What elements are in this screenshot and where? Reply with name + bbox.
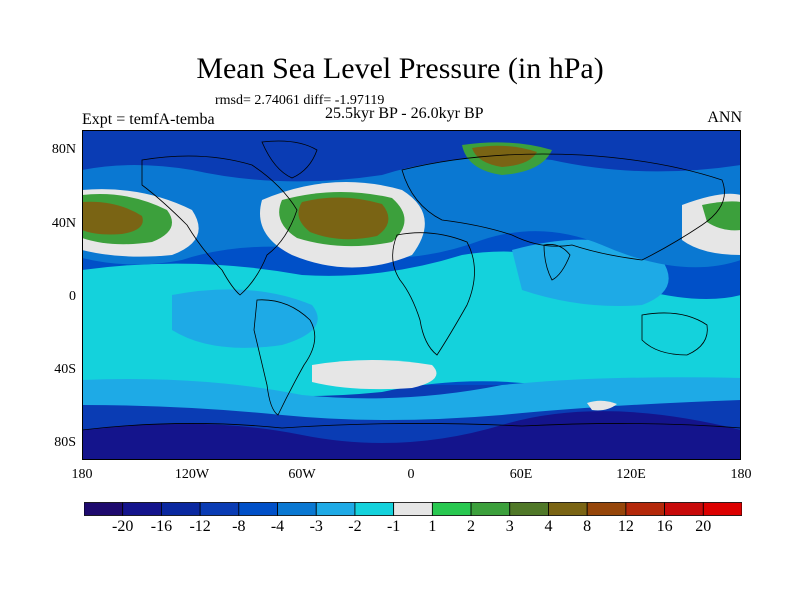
colorbar-label: -1 <box>386 518 401 535</box>
colorbar-box <box>664 502 704 516</box>
colorbar-label: 3 <box>505 518 514 535</box>
high-north-pacific-east <box>702 201 741 231</box>
sky-patch-pacific <box>172 289 318 348</box>
high-scandinavia-core <box>472 145 537 167</box>
lat-tick-80s: 80S <box>54 435 76 450</box>
colorbar-label: -12 <box>189 518 211 535</box>
india <box>543 244 571 281</box>
subtropical-band-south <box>82 377 741 420</box>
lon-tick-120e: 120E <box>616 467 646 482</box>
colorbar-label: 8 <box>583 518 592 535</box>
north-america <box>141 155 298 296</box>
lat-tick-40n: 40N <box>51 216 76 231</box>
colorbar-box <box>470 502 511 516</box>
high-north-atlantic-core <box>298 197 389 240</box>
australia <box>641 312 708 356</box>
experiment-label: Expt = temfA-temba <box>82 111 215 128</box>
high-north-pacific-core <box>82 201 143 235</box>
colorbar-box <box>702 502 742 516</box>
arctic-deep <box>82 130 741 182</box>
lon-tick-60e: 60E <box>509 467 533 482</box>
colorbar <box>84 502 742 516</box>
colorbar-label: 20 <box>695 518 712 535</box>
colorbar-box <box>161 502 201 516</box>
stats-text: rmsd= 2.74061 diff= -1.97119 <box>215 93 385 108</box>
south-america <box>253 299 316 416</box>
colorbar-box <box>431 502 472 516</box>
colorbar-box <box>122 502 162 516</box>
colorbar-box <box>548 502 588 516</box>
colorbar-label: 12 <box>617 518 634 535</box>
colorbar-box <box>238 502 278 516</box>
colorbar-box <box>393 502 433 516</box>
map-title: Mean Sea Level Pressure (in hPa) <box>196 52 604 85</box>
neutral-south-atlantic <box>312 360 437 390</box>
lon-tick-180e: 180 <box>730 467 752 482</box>
colorbar-box <box>277 502 317 516</box>
antarctic-zone <box>82 411 741 460</box>
greenland <box>261 140 318 179</box>
colorbar-label: -8 <box>232 518 246 535</box>
map-frame <box>82 130 741 460</box>
colorbar-label: -4 <box>270 518 285 535</box>
eurasia <box>401 153 725 261</box>
pressure-map <box>82 130 741 460</box>
lon-tick-0: 0 <box>407 467 415 482</box>
lon-tick-60w: 60W <box>288 467 316 482</box>
coastlines <box>82 140 741 431</box>
colorbar-box <box>586 502 627 516</box>
colorbar-box <box>354 502 395 516</box>
colorbar-label: -3 <box>309 518 323 535</box>
lon-tick-120w: 120W <box>174 467 210 482</box>
colorbar-label: 16 <box>656 518 673 535</box>
colorbar-box <box>199 502 240 516</box>
colorbar-box <box>625 502 665 516</box>
africa <box>392 232 475 356</box>
colorbar-label: 4 <box>544 518 553 535</box>
antarctica <box>82 423 741 431</box>
colorbar-box <box>84 502 124 516</box>
neutral-south-indian <box>587 400 617 411</box>
colorbar-label: 1 <box>428 518 437 535</box>
lat-tick-0: 0 <box>69 289 76 304</box>
sky-patch-indian <box>512 239 669 306</box>
lat-tick-80n: 80N <box>51 142 76 157</box>
season-label: ANN <box>707 109 742 126</box>
lon-tick-180w: 180 <box>71 467 93 482</box>
colorbar-box <box>509 502 549 516</box>
colorbar-box <box>315 502 356 516</box>
colorbar-label: -20 <box>112 518 134 535</box>
colorbar-label: -16 <box>150 518 173 535</box>
colorbar-label: -2 <box>348 518 362 535</box>
period-label: 25.5kyr BP - 26.0kyr BP <box>325 105 484 122</box>
lat-tick-40s: 40S <box>54 362 76 377</box>
colorbar-label: 2 <box>467 518 476 535</box>
